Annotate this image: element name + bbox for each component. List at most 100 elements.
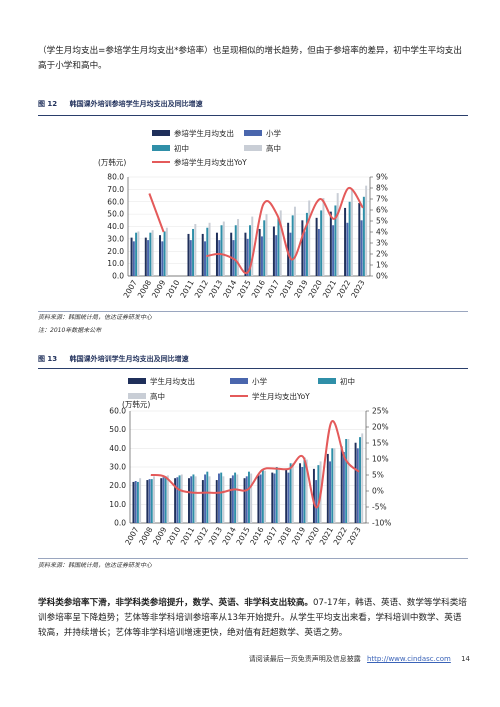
figure-13-top-rule <box>38 368 468 369</box>
figure-12-top-rule <box>38 115 468 116</box>
y-tick-label: 40.0 <box>107 222 124 231</box>
bar-2 <box>275 235 278 276</box>
bar-2 <box>204 474 207 523</box>
bar-3 <box>178 475 181 523</box>
y2-tick-label: -10% <box>372 519 391 528</box>
yoy-line <box>206 186 364 275</box>
y-tick-label: 60.0 <box>107 197 124 206</box>
bar-4 <box>194 224 197 276</box>
bar-2 <box>317 228 320 276</box>
bar-4 <box>166 475 169 523</box>
bar-1 <box>159 235 162 276</box>
bar-2 <box>204 241 206 276</box>
x-tick-label: 2014 <box>221 525 238 546</box>
bar-4 <box>165 227 168 276</box>
bar-3 <box>263 220 266 276</box>
legend-swatch-0 <box>152 130 170 136</box>
x-tick-label: 2007 <box>122 278 139 299</box>
y-tick-label: 60.0 <box>109 407 126 416</box>
bar-2 <box>161 241 164 276</box>
bar-2 <box>315 480 318 523</box>
bar-4 <box>336 193 339 276</box>
bar-3 <box>249 225 251 276</box>
bar-2 <box>360 220 363 276</box>
bar-1 <box>188 478 190 523</box>
bar-1 <box>358 202 361 276</box>
bar-4 <box>265 214 268 276</box>
bar-1 <box>301 220 304 276</box>
bar-3 <box>192 474 195 523</box>
y-tick-label: 50.0 <box>109 425 126 434</box>
bar-4 <box>137 231 140 276</box>
legend-swatch-3 <box>128 393 146 399</box>
legend-label: 学生月均支出YoY <box>252 391 310 401</box>
y-tick-label: 20.0 <box>109 481 126 490</box>
bar-1 <box>132 481 135 523</box>
bar-4 <box>264 470 267 523</box>
bar-2 <box>342 452 345 523</box>
bar-2 <box>232 240 235 276</box>
bar-3 <box>348 201 351 276</box>
bar-4 <box>277 467 280 523</box>
bar-3 <box>149 232 152 276</box>
y2-tick-label: 4% <box>376 228 388 237</box>
x-tick-label: 2018 <box>276 525 293 546</box>
bar-4 <box>236 474 239 523</box>
bar-4 <box>153 476 155 523</box>
bar-2 <box>176 477 179 523</box>
footer-disclaimer: 请阅读最后一页免责声明及信息披露 <box>248 655 361 663</box>
y-tick-label: 10.0 <box>107 259 124 268</box>
x-tick-label: 2010 <box>164 278 181 299</box>
bar-4 <box>350 189 353 276</box>
body-text: 07-17年，韩语、英语、数学等学科类培训参培率呈下降趋势；艺体等非学科培训参培… <box>38 598 467 638</box>
x-tick-label: 2016 <box>250 278 267 299</box>
x-tick-label: 2011 <box>179 525 196 546</box>
body-lead: 学科类参培率下滑，非学科类参培提升，数学、英语、非学科支出较高。 <box>38 598 314 608</box>
y-tick-label: 40.0 <box>109 444 126 453</box>
bar-1 <box>315 217 318 276</box>
x-tick-label: 2011 <box>178 278 195 299</box>
x-tick-label: 2022 <box>332 525 349 546</box>
figure-13-source: 资料来源：韩国统计局，信达证券研发中心 <box>38 562 153 569</box>
x-tick-label: 2019 <box>292 278 309 299</box>
y2-tick-label: 10% <box>372 455 389 464</box>
x-tick-label: 2013 <box>207 278 224 299</box>
y2-tick-label: 6% <box>376 206 388 215</box>
y-tick-label: 50.0 <box>107 210 124 219</box>
bar-3 <box>234 225 237 276</box>
bar-4 <box>180 474 183 523</box>
bar-1 <box>257 475 260 523</box>
x-tick-label: 2021 <box>321 278 338 299</box>
y-tick-label: 30.0 <box>107 234 124 243</box>
bar-2 <box>162 477 165 523</box>
legend-swatch-0 <box>128 378 146 384</box>
bar-1 <box>344 207 347 276</box>
figure-13-number: 图 13 <box>38 355 58 363</box>
bar-1 <box>215 232 218 276</box>
bar-3 <box>192 228 195 276</box>
footer-url-link[interactable]: http://www.cindasc.com <box>367 655 451 663</box>
x-tick-label: 2023 <box>345 525 362 546</box>
bar-3 <box>331 448 334 523</box>
bar-2 <box>218 473 220 523</box>
bar-4 <box>222 221 225 276</box>
x-tick-label: 2021 <box>318 525 335 546</box>
bar-1 <box>229 478 232 523</box>
y2-tick-label: 0% <box>376 272 388 281</box>
bar-2 <box>260 236 263 276</box>
bar-2 <box>134 481 137 523</box>
body-paragraph: 学科类参培率下滑，非学科类参培提升，数学、英语、非学科支出较高。07-17年，韩… <box>38 596 468 641</box>
bar-1 <box>287 222 290 276</box>
bar-3 <box>248 471 250 523</box>
legend-swatch-1 <box>244 130 262 136</box>
page-footer: 请阅读最后一页免责声明及信息披露 http://www.cindasc.com … <box>0 654 470 664</box>
bar-4 <box>365 185 368 276</box>
figure-12-source: 资料来源：韩国统计局，信达证券研发中心 <box>38 314 153 321</box>
y2-tick-label: 7% <box>376 195 388 204</box>
bar-3 <box>136 481 139 523</box>
x-tick-label: 2008 <box>137 525 154 546</box>
x-tick-label: 2020 <box>304 525 321 546</box>
unit-label: (万韩元) <box>122 399 150 409</box>
x-tick-label: 2012 <box>193 525 210 546</box>
legend-swatch-2 <box>152 145 170 151</box>
